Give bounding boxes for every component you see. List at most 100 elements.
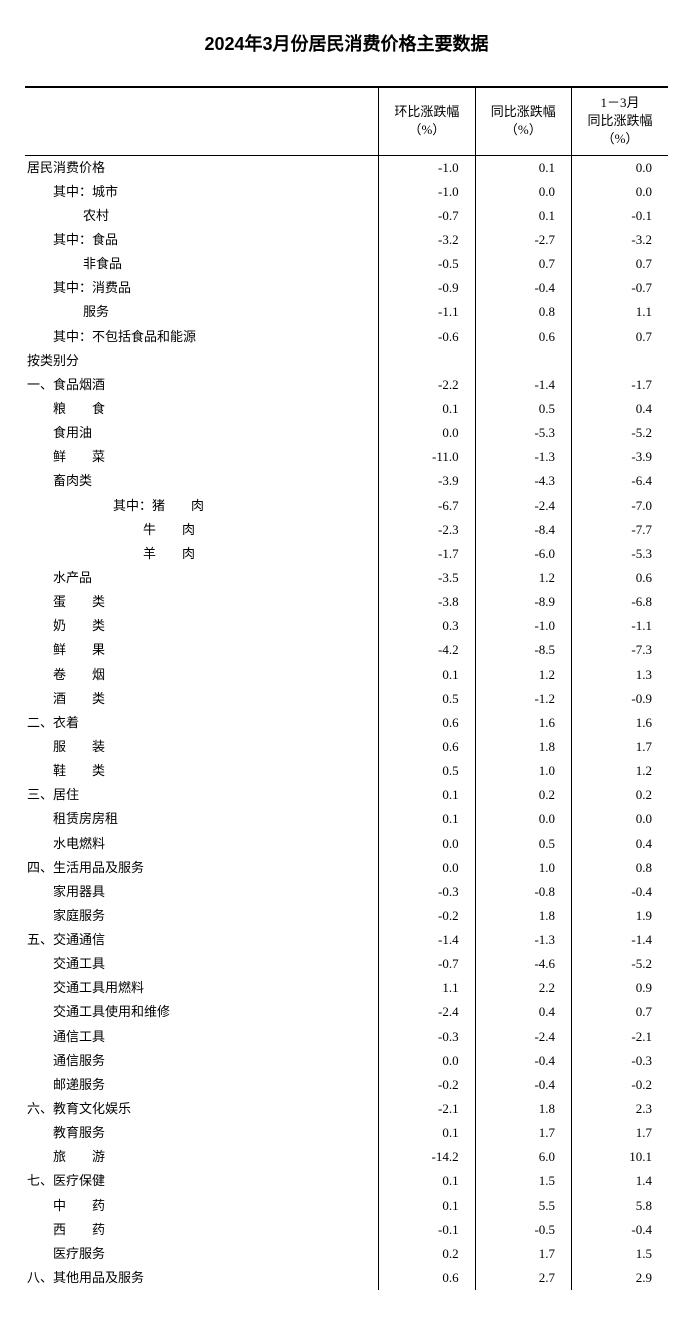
table-row: 医疗服务0.21.71.5 — [25, 1242, 668, 1266]
row-value: 2.9 — [572, 1266, 668, 1290]
row-value — [572, 349, 668, 373]
row-value: -4.6 — [475, 952, 571, 976]
row-value: -0.4 — [475, 1049, 571, 1073]
row-value: 0.6 — [572, 566, 668, 590]
row-value: -6.4 — [572, 469, 668, 493]
row-value — [475, 349, 571, 373]
row-label: 粮 食 — [25, 397, 379, 421]
row-label: 按类别分 — [25, 349, 379, 373]
row-value: 0.4 — [572, 397, 668, 421]
row-value: 0.6 — [379, 1266, 475, 1290]
row-value: -5.2 — [572, 421, 668, 445]
row-value: -4.3 — [475, 469, 571, 493]
table-row: 鲜 菜-11.0-1.3-3.9 — [25, 445, 668, 469]
row-value: 0.1 — [475, 155, 571, 180]
row-value: 1.7 — [572, 735, 668, 759]
row-value: -0.7 — [379, 204, 475, 228]
table-row: 通信工具-0.3-2.4-2.1 — [25, 1025, 668, 1049]
table-row: 服 装0.61.81.7 — [25, 735, 668, 759]
row-value: -2.2 — [379, 373, 475, 397]
row-value: -0.2 — [379, 904, 475, 928]
row-value: -3.8 — [379, 590, 475, 614]
row-value: 1.8 — [475, 904, 571, 928]
row-value: -4.2 — [379, 638, 475, 662]
table-row: 一、食品烟酒-2.2-1.4-1.7 — [25, 373, 668, 397]
row-value: -1.2 — [475, 687, 571, 711]
row-value: 0.9 — [572, 976, 668, 1000]
table-row: 鞋 类0.51.01.2 — [25, 759, 668, 783]
table-row: 非食品-0.50.70.7 — [25, 252, 668, 276]
row-value: 0.1 — [379, 1169, 475, 1193]
row-value: -0.4 — [572, 880, 668, 904]
row-label: 五、交通通信 — [25, 928, 379, 952]
row-value: 1.3 — [572, 663, 668, 687]
row-label: 卷 烟 — [25, 663, 379, 687]
row-label: 鞋 类 — [25, 759, 379, 783]
row-value: -1.3 — [475, 928, 571, 952]
row-value: -0.3 — [572, 1049, 668, 1073]
row-value: 0.2 — [379, 1242, 475, 1266]
table-row: 交通工具-0.7-4.6-5.2 — [25, 952, 668, 976]
row-label: 四、生活用品及服务 — [25, 856, 379, 880]
row-label: 水产品 — [25, 566, 379, 590]
row-value: -0.7 — [379, 952, 475, 976]
row-value: 0.0 — [379, 832, 475, 856]
row-label: 畜肉类 — [25, 469, 379, 493]
row-value: 0.1 — [379, 1194, 475, 1218]
row-value: -6.8 — [572, 590, 668, 614]
table-row: 畜肉类-3.9-4.3-6.4 — [25, 469, 668, 493]
row-value: 1.2 — [475, 663, 571, 687]
row-value: -5.2 — [572, 952, 668, 976]
row-label: 八、其他用品及服务 — [25, 1266, 379, 1290]
row-value: 1.7 — [572, 1121, 668, 1145]
row-label: 鲜 果 — [25, 638, 379, 662]
row-value: -5.3 — [475, 421, 571, 445]
table-row: 粮 食0.10.50.4 — [25, 397, 668, 421]
row-value: -3.2 — [379, 228, 475, 252]
row-value: -1.4 — [379, 928, 475, 952]
row-value: 0.1 — [379, 1121, 475, 1145]
row-value: 1.9 — [572, 904, 668, 928]
row-value: -1.4 — [572, 928, 668, 952]
row-value: -1.3 — [475, 445, 571, 469]
row-label: 三、居住 — [25, 783, 379, 807]
row-value: 1.6 — [572, 711, 668, 735]
row-label: 其中：猪 肉 — [25, 494, 379, 518]
table-row: 三、居住0.10.20.2 — [25, 783, 668, 807]
row-value: -5.3 — [572, 542, 668, 566]
row-label: 通信工具 — [25, 1025, 379, 1049]
table-row: 交通工具用燃料1.12.20.9 — [25, 976, 668, 1000]
col-header-mom: 环比涨跌幅（%） — [379, 87, 475, 155]
row-label: 租赁房房租 — [25, 807, 379, 831]
table-row: 羊 肉-1.7-6.0-5.3 — [25, 542, 668, 566]
row-label: 其中：消费品 — [25, 276, 379, 300]
row-value: -7.3 — [572, 638, 668, 662]
row-value: 0.8 — [572, 856, 668, 880]
table-row: 其中：消费品-0.9-0.4-0.7 — [25, 276, 668, 300]
col-header-yoy: 同比涨跌幅（%） — [475, 87, 571, 155]
row-label: 其中：食品 — [25, 228, 379, 252]
row-value: 1.7 — [475, 1121, 571, 1145]
row-value: 1.5 — [475, 1169, 571, 1193]
row-value: 0.6 — [475, 325, 571, 349]
col-header-ytd: 1－3月同比涨跌幅（%） — [572, 87, 668, 155]
row-value: -7.7 — [572, 518, 668, 542]
table-row: 八、其他用品及服务0.62.72.9 — [25, 1266, 668, 1290]
row-label: 医疗服务 — [25, 1242, 379, 1266]
row-value: 0.3 — [379, 614, 475, 638]
row-value: 0.0 — [572, 180, 668, 204]
row-value: 0.1 — [379, 397, 475, 421]
table-row: 中 药0.15.55.8 — [25, 1194, 668, 1218]
row-value: 1.7 — [475, 1242, 571, 1266]
row-value: -2.4 — [475, 494, 571, 518]
row-label: 二、衣着 — [25, 711, 379, 735]
row-value: 0.5 — [475, 397, 571, 421]
row-value: -0.8 — [475, 880, 571, 904]
table-row: 蛋 类-3.8-8.9-6.8 — [25, 590, 668, 614]
row-value: -1.0 — [475, 614, 571, 638]
row-value: -2.4 — [475, 1025, 571, 1049]
row-label: 水电燃料 — [25, 832, 379, 856]
table-row: 二、衣着0.61.61.6 — [25, 711, 668, 735]
row-value: -6.7 — [379, 494, 475, 518]
row-label: 酒 类 — [25, 687, 379, 711]
